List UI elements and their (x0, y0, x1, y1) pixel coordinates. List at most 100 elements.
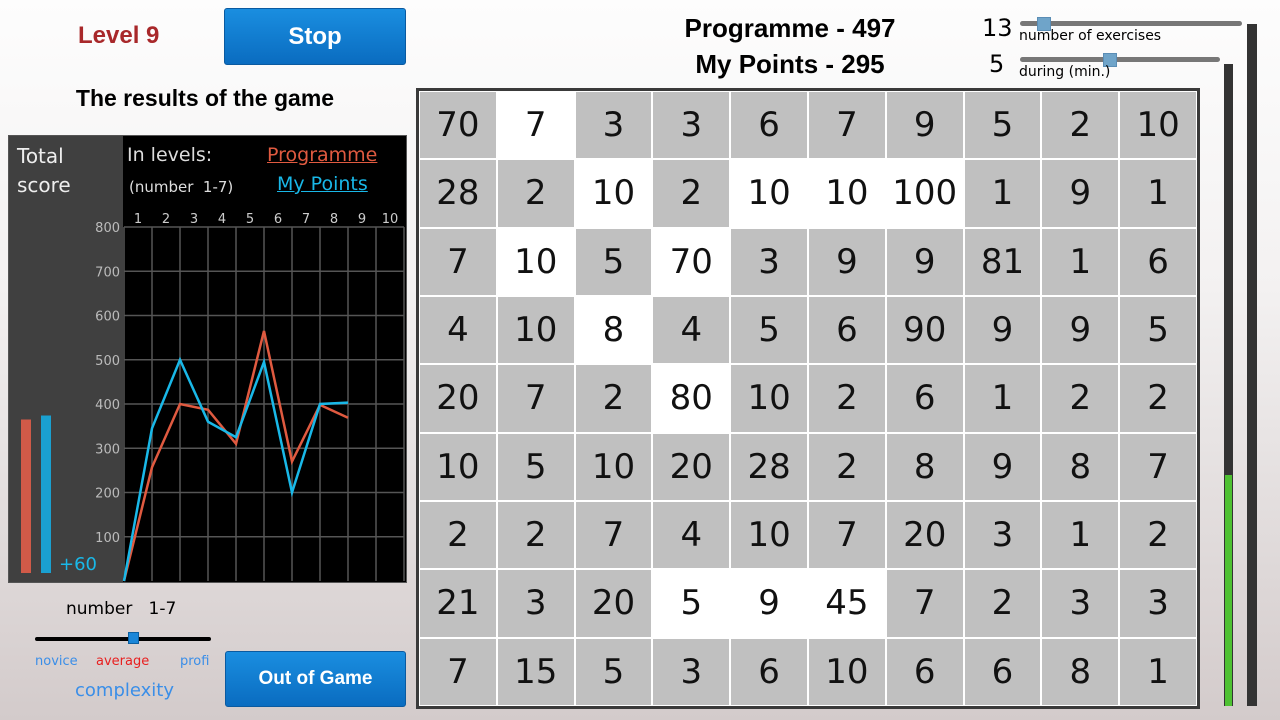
grid-cell[interactable]: 3 (1041, 569, 1120, 638)
grid-cell[interactable]: 5 (574, 637, 653, 706)
grid-cell[interactable]: 10 (730, 364, 808, 433)
grid-cell[interactable]: 70 (652, 227, 731, 296)
exercises-slider-thumb[interactable] (1036, 17, 1051, 31)
grid-cell[interactable]: 5 (574, 227, 653, 296)
grid-cell[interactable]: 7 (808, 91, 886, 160)
grid-cell[interactable]: 10 (419, 432, 497, 501)
grid-cell[interactable]: 3 (496, 569, 575, 638)
grid-cell[interactable]: 9 (885, 91, 964, 160)
grid-cell[interactable]: 2 (808, 364, 886, 433)
grid-cell[interactable]: 5 (730, 296, 808, 365)
grid-cell[interactable]: 1 (1119, 159, 1197, 228)
grid-cell[interactable]: 10 (730, 501, 808, 570)
grid-cell[interactable]: 4 (652, 296, 731, 365)
grid-cell[interactable]: 5 (652, 569, 731, 638)
grid-cell[interactable]: 90 (885, 296, 964, 365)
grid-cell[interactable]: 2 (963, 569, 1042, 638)
complexity-slider[interactable] (35, 632, 211, 644)
grid-cell[interactable]: 1 (1119, 637, 1197, 706)
grid-cell[interactable]: 20 (419, 364, 497, 433)
grid-cell[interactable]: 7 (574, 501, 653, 570)
grid-cell[interactable]: 6 (885, 637, 964, 706)
grid-cell[interactable]: 7 (496, 91, 575, 160)
grid-cell[interactable]: 21 (419, 569, 497, 638)
grid-cell[interactable]: 10 (730, 159, 808, 228)
grid-cell[interactable]: 100 (885, 159, 964, 228)
grid-cell[interactable]: 81 (963, 227, 1042, 296)
grid-cell[interactable]: 8 (1041, 432, 1120, 501)
grid-cell[interactable]: 9 (885, 227, 964, 296)
grid-cell[interactable]: 10 (574, 432, 653, 501)
grid-cell[interactable]: 2 (1119, 501, 1197, 570)
grid-cell[interactable]: 2 (574, 364, 653, 433)
grid-cell[interactable]: 7 (419, 637, 497, 706)
grid-cell[interactable]: 5 (1119, 296, 1197, 365)
grid-cell[interactable]: 80 (652, 364, 731, 433)
grid-cell[interactable]: 6 (730, 637, 808, 706)
duration-slider-thumb[interactable] (1102, 53, 1117, 67)
grid-cell[interactable]: 7 (419, 227, 497, 296)
grid-cell[interactable]: 20 (885, 501, 964, 570)
grid-cell[interactable]: 5 (963, 91, 1042, 160)
grid-cell[interactable]: 10 (1119, 91, 1197, 160)
grid-cell[interactable]: 28 (419, 159, 497, 228)
grid-cell[interactable]: 2 (419, 501, 497, 570)
grid-cell[interactable]: 6 (1119, 227, 1197, 296)
grid-cell[interactable]: 10 (808, 159, 886, 228)
grid-cell[interactable]: 2 (496, 501, 575, 570)
grid-cell[interactable]: 9 (730, 569, 808, 638)
grid-cell[interactable]: 10 (496, 227, 575, 296)
grid-cell[interactable]: 4 (652, 501, 731, 570)
grid-cell[interactable]: 6 (808, 296, 886, 365)
grid-cell[interactable]: 6 (885, 364, 964, 433)
legend-programme[interactable]: Programme (267, 144, 378, 166)
duration-slider[interactable] (1020, 53, 1220, 67)
grid-cell[interactable]: 7 (808, 501, 886, 570)
grid-cell[interactable]: 3 (652, 637, 731, 706)
grid-cell[interactable]: 1 (963, 159, 1042, 228)
grid-cell[interactable]: 9 (1041, 159, 1120, 228)
grid-cell[interactable]: 9 (1041, 296, 1120, 365)
grid-cell[interactable]: 1 (1041, 227, 1120, 296)
grid-cell[interactable]: 10 (808, 637, 886, 706)
grid-cell[interactable]: 8 (574, 296, 653, 365)
grid-cell[interactable]: 10 (574, 159, 653, 228)
grid-cell[interactable]: 9 (808, 227, 886, 296)
grid-cell[interactable]: 2 (1041, 364, 1120, 433)
grid-cell[interactable]: 20 (574, 569, 653, 638)
grid-cell[interactable]: 1 (1041, 501, 1120, 570)
out-of-game-button[interactable]: Out of Game (225, 651, 406, 707)
grid-cell[interactable]: 3 (1119, 569, 1197, 638)
grid-cell[interactable]: 9 (963, 432, 1042, 501)
grid-cell[interactable]: 15 (496, 637, 575, 706)
grid-cell[interactable]: 20 (652, 432, 731, 501)
stop-button[interactable]: Stop (224, 8, 406, 65)
grid-cell[interactable]: 5 (496, 432, 575, 501)
grid-cell[interactable]: 45 (808, 569, 886, 638)
grid-cell[interactable]: 1 (963, 364, 1042, 433)
grid-cell[interactable]: 2 (652, 159, 731, 228)
legend-my-points[interactable]: My Points (277, 173, 368, 195)
grid-cell[interactable]: 3 (730, 227, 808, 296)
grid-cell[interactable]: 8 (1041, 637, 1120, 706)
grid-cell[interactable]: 2 (808, 432, 886, 501)
grid-cell[interactable]: 7 (496, 364, 575, 433)
grid-cell[interactable]: 28 (730, 432, 808, 501)
grid-cell[interactable]: 4 (419, 296, 497, 365)
grid-cell[interactable]: 70 (419, 91, 497, 160)
grid-cell[interactable]: 3 (963, 501, 1042, 570)
grid-cell[interactable]: 6 (963, 637, 1042, 706)
grid-cell[interactable]: 7 (885, 569, 964, 638)
grid-cell[interactable]: 8 (885, 432, 964, 501)
grid-cell[interactable]: 6 (730, 91, 808, 160)
grid-cell[interactable]: 3 (574, 91, 653, 160)
grid-cell[interactable]: 3 (652, 91, 731, 160)
grid-cell[interactable]: 2 (496, 159, 575, 228)
grid-cell[interactable]: 2 (1041, 91, 1120, 160)
grid-cell[interactable]: 7 (1119, 432, 1197, 501)
grid-cell[interactable]: 9 (963, 296, 1042, 365)
complexity-slider-thumb[interactable] (127, 632, 139, 644)
grid-cell[interactable]: 2 (1119, 364, 1197, 433)
grid-cell[interactable]: 10 (496, 296, 575, 365)
exercises-slider[interactable] (1020, 17, 1242, 31)
